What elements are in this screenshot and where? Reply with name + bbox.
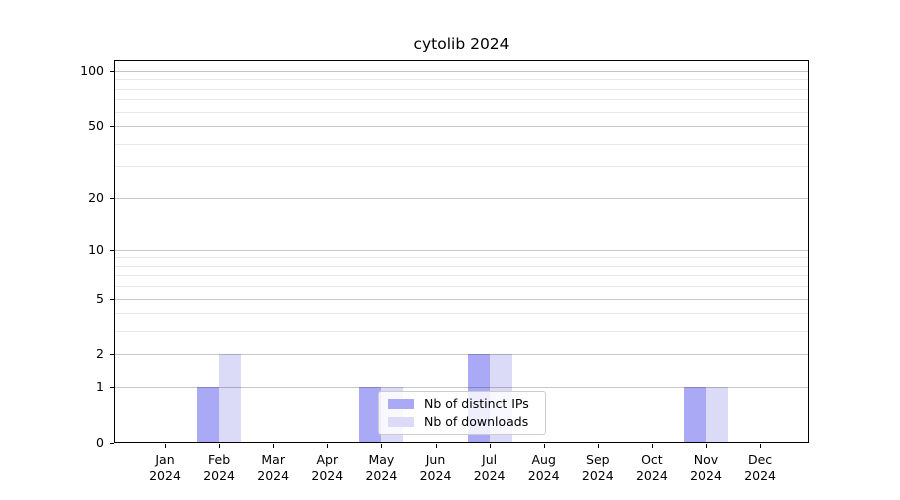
x-tick-label-month: Dec (747, 452, 773, 467)
gridline-minor-8 (114, 265, 809, 267)
y-tick-mark-50 (110, 126, 114, 127)
gridline-major-2 (114, 354, 809, 356)
y-tick-label-10: 10 (88, 241, 104, 257)
plot-border (114, 60, 809, 443)
x-tick-label-year: 2024 (744, 468, 776, 483)
legend-label-downloads: Nb of downloads (424, 414, 529, 429)
x-tick-label-month: Jul (482, 452, 498, 467)
x-tick-label-jul: Jul 2024 (458, 452, 522, 484)
x-tick-label-year: 2024 (581, 468, 614, 483)
gridline-minor-9 (114, 257, 809, 259)
gridline-minor-40 (114, 143, 809, 145)
x-tick-label-month: Jun (425, 452, 446, 467)
x-tick-label-year: 2024 (473, 468, 506, 483)
x-tick-label-year: 2024 (635, 468, 668, 483)
y-tick-mark-0 (110, 443, 114, 444)
gridline-minor-3 (114, 331, 809, 333)
gridline-minor-7 (114, 275, 809, 277)
y-tick-mark-1 (110, 387, 114, 389)
y-tick-label-100: 100 (80, 62, 104, 78)
x-tick-mark-apr (327, 444, 329, 448)
x-tick-label-nov: Nov 2024 (674, 452, 738, 484)
gridline-minor-60 (114, 111, 809, 113)
y-tick-mark-100 (110, 70, 114, 72)
x-tick-label-month: Aug (531, 452, 556, 467)
y-tick-label-5: 5 (96, 290, 104, 306)
legend-swatch-downloads (388, 417, 414, 427)
x-tick-label-month: Feb (208, 452, 231, 467)
x-tick-label-year: 2024 (365, 468, 398, 483)
x-tick-mark-dec (760, 444, 762, 448)
x-tick-label-jun: Jun 2024 (404, 452, 468, 484)
y-tick-mark-10 (110, 249, 114, 251)
gridline-minor-80 (114, 88, 809, 90)
x-tick-mark-oct (651, 444, 653, 448)
x-tick-label-month: Mar (261, 452, 285, 467)
y-tick-label-2: 2 (96, 346, 104, 362)
x-tick-label-oct: Oct 2024 (620, 452, 684, 484)
x-tick-label-month: Jan (155, 452, 175, 467)
x-tick-label-year: 2024 (690, 468, 722, 483)
x-tick-label-year: 2024 (311, 468, 344, 483)
x-tick-label-feb: Feb 2024 (187, 452, 251, 484)
x-tick-label-apr: Apr 2024 (295, 452, 359, 484)
legend-item-downloads: Nb of downloads (379, 414, 545, 430)
gridline-major-100 (114, 70, 809, 72)
x-tick-label-sep: Sep 2024 (566, 452, 630, 484)
x-tick-label-month: Oct (641, 452, 663, 467)
x-tick-mark-nov (706, 444, 707, 448)
bar-downloads-feb (219, 354, 242, 443)
y-tick-mark-2 (110, 354, 114, 356)
legend: Nb of distinct IPs Nb of downloads (378, 391, 546, 435)
gridline-major-10 (114, 249, 809, 251)
x-tick-label-year: 2024 (419, 468, 452, 483)
y-tick-label-1: 1 (96, 379, 104, 395)
gridline-minor-30 (114, 166, 809, 168)
bar-distinct-ips-nov (684, 387, 706, 443)
gridline-minor-70 (114, 99, 809, 101)
chart-title: cytolib 2024 (413, 35, 510, 53)
legend-label-distinct-ips: Nb of distinct IPs (424, 396, 529, 411)
x-tick-mark-sep (597, 444, 599, 448)
bar-distinct-ips-may (359, 387, 382, 443)
x-tick-label-month: May (368, 452, 395, 467)
gridline-major-1 (114, 387, 809, 389)
x-tick-mark-aug (543, 444, 545, 448)
gridline-minor-4 (114, 313, 809, 315)
x-tick-label-aug: Aug 2024 (512, 452, 576, 484)
x-tick-mark-may (381, 444, 383, 448)
x-tick-label-month: Apr (316, 452, 339, 467)
x-tick-mark-feb (219, 444, 221, 448)
legend-item-distinct-ips: Nb of distinct IPs (379, 396, 545, 412)
bar-downloads-nov (706, 387, 728, 443)
gridline-major-20 (114, 197, 809, 199)
gridline-major-5 (114, 298, 809, 300)
y-tick-label-0: 0 (96, 435, 104, 450)
y-tick-label-20: 20 (88, 189, 104, 205)
x-tick-label-mar: Mar 2024 (241, 452, 305, 484)
x-tick-mark-jun (435, 444, 437, 448)
x-tick-mark-mar (273, 444, 275, 448)
gridline-minor-6 (114, 286, 809, 288)
x-tick-label-may: May 2024 (349, 452, 413, 484)
gridline-major-50 (114, 126, 809, 127)
x-tick-mark-jan (165, 444, 166, 448)
x-tick-label-dec: Dec 2024 (728, 452, 792, 484)
x-tick-label-year: 2024 (203, 468, 235, 483)
legend-swatch-distinct-ips (388, 399, 414, 409)
x-tick-label-year: 2024 (149, 468, 181, 483)
bar-distinct-ips-feb (197, 387, 220, 443)
gridline-minor-90 (114, 79, 809, 81)
y-tick-mark-5 (110, 298, 114, 300)
y-tick-label-50: 50 (88, 118, 104, 133)
x-tick-label-month: Nov (693, 452, 719, 467)
x-tick-label-month: Sep (586, 452, 610, 467)
y-tick-mark-20 (110, 197, 114, 199)
x-tick-label-year: 2024 (527, 468, 560, 483)
x-tick-label-year: 2024 (257, 468, 290, 483)
x-tick-mark-jul (489, 444, 491, 448)
x-tick-label-jan: Jan 2024 (133, 452, 197, 484)
